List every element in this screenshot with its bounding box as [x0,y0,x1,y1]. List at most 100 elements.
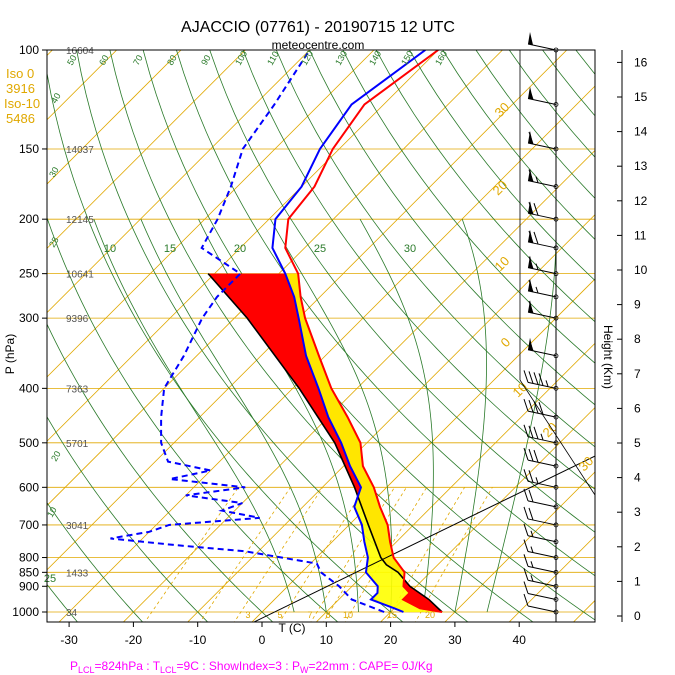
iso10-label: Iso-10 [4,96,40,111]
dry-adiabat-10 [47,216,339,622]
isotherm--80 [47,50,311,314]
barb-half-flag [540,433,544,440]
isotherm--90 [47,50,246,249]
barb-flag [523,581,529,594]
mixing-ratio-label: 3 [245,610,250,620]
dry-adiabat-70 [209,50,595,533]
isotherm-0 [251,278,595,622]
height-tick-label: 5 [634,436,641,450]
x-tick-label: 30 [448,633,462,647]
dry-adiabat-110 [342,50,595,364]
height-tick-label: 2 [634,540,641,554]
dry-adiabat-20 [47,70,404,622]
isotherm--60 [47,50,439,442]
barb-half-flag [530,93,534,100]
barb-staff [527,605,557,613]
p-tick-label: 150 [19,142,39,156]
isotherm--10 [187,214,595,622]
x-tick-label: 0 [259,633,266,647]
barb-flag [528,507,534,521]
barb-flag [523,593,529,607]
iso0-label: Iso 0 [6,66,34,81]
chart-subtitle: meteocentre.com [272,38,365,52]
profiles [110,50,595,622]
adiabat-label: 20 [49,449,63,463]
moist-adiabat-label: 25 [314,243,326,255]
moist-adiabat-25 [359,218,434,613]
iso0-value: 3916 [6,81,35,96]
geopotential-height-label: 34 [66,608,78,619]
barb-flag [528,279,534,293]
isotherm--70 [47,50,375,378]
mixing-ratio-label: 7 [307,610,312,620]
moist-adiabat-label: 10 [104,243,116,255]
height-tick-label: 9 [634,298,641,312]
x-tick-label: -30 [60,633,78,647]
p-tick-label: 1000 [12,605,39,619]
barb-flag [533,203,539,216]
moist-adiabat-label: 30 [404,243,416,255]
moist-adiabat-label: 15 [164,243,176,255]
barb-flag [523,488,529,502]
barb-flag [528,202,534,215]
height-tick-label: 1 [634,574,641,588]
height-tick-label: 0 [634,609,641,623]
p-tick-label: 700 [19,518,39,532]
geopotential-height-label: 3041 [66,521,89,532]
adiabat-label: 70 [131,53,145,67]
isotherm--50 [47,50,504,507]
height-tick-label: 4 [634,471,641,485]
dewpoint-dashed-line [110,50,385,613]
isotherm--100 [47,50,182,185]
adiabat-label: 50 [65,53,79,67]
moist-adiabat-label: 25 [44,573,56,585]
p-tick-label: 250 [19,267,39,281]
height-tick-label: 3 [634,505,641,519]
adiabat-label: 10 [45,505,59,519]
plot-frame [46,49,596,623]
barb-flag [523,469,529,482]
adiabat-label: 90 [199,53,213,67]
dry-adiabat-90 [275,50,595,448]
mixing-ratio-label: 8 [325,610,330,620]
barb-flag [523,506,529,520]
barb-flag [538,401,544,415]
p-tick-label: 500 [19,436,39,450]
p-tick-label: 300 [19,311,39,325]
barb-flag [528,371,534,384]
barb-half-flag [535,286,539,294]
mixing-ratio-label: 5 [277,610,282,620]
barb-flag [533,426,539,439]
barb-panel-outline [519,49,595,380]
barb-half-flag [545,380,549,387]
barb-flag [528,131,534,145]
geopotential-height-label: 14037 [66,145,94,156]
barb-pennant [528,32,533,45]
barb-flag [528,256,534,269]
geopotential-height-label: 10641 [66,270,94,281]
adiabat-label: 30 [47,165,61,179]
barb-flag [523,398,529,412]
axes: -30 -20 -10 0 10 20 30 401001502002503004005006… [12,43,647,647]
dry-adiabat-120 [375,50,595,323]
barb-flag [528,399,534,413]
x-tick-label: -20 [125,633,143,647]
moist-adiabat-label: 20 [234,243,246,255]
geopotential-height-label: 5701 [66,439,89,450]
barb-half-flag [530,561,534,568]
cin-area [285,273,443,612]
x-tick-label: -10 [189,633,207,647]
height-tick-label: 7 [634,367,641,381]
barb-half-flag [530,575,534,582]
height-tick-label: 11 [634,228,647,242]
height-tick-label: 12 [634,194,648,208]
barb-flag [528,169,534,182]
reference-line [252,455,595,622]
barb-flag [523,370,529,383]
barb-flag [528,448,534,462]
barb-flag [533,400,539,414]
height-tick-label: 15 [634,90,648,104]
barb-flag [523,447,529,461]
adiabat-label: 40 [49,91,63,105]
